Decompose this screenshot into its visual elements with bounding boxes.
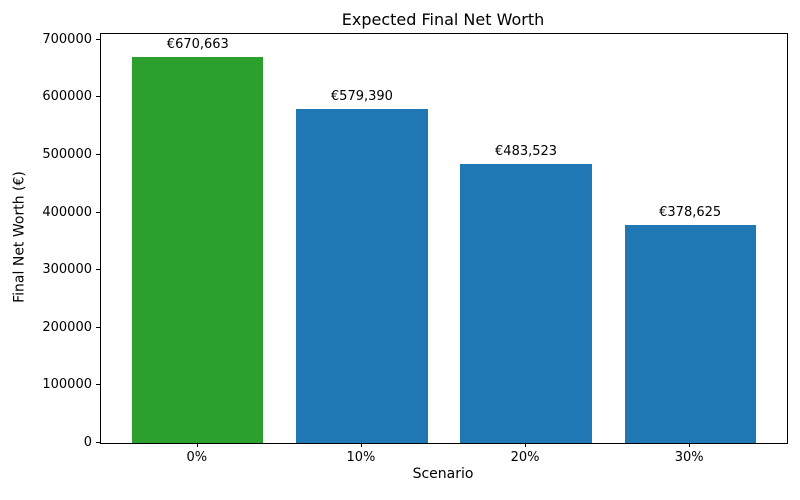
y-tick-label: 100000 [42,377,92,393]
y-tick-mark [96,38,100,40]
x-tick-label-0%: 0% [186,450,208,465]
x-tick-mark [196,443,198,447]
x-tick-mark [360,443,362,447]
y-tick-label: 200000 [42,319,92,335]
y-tick-label: 400000 [42,204,92,220]
y-axis-title: Final Net Worth (€) [11,171,28,303]
bar-20% [460,164,592,443]
bar-0% [132,56,264,443]
y-tick-mark [96,96,100,98]
y-tick-mark [96,442,100,443]
y-tick-mark [96,269,100,271]
y-tick-mark [96,384,100,386]
bar-value-label: €483,523 [495,144,558,160]
plot-area: €670,663 €579,390 €483,523 €378,625 [100,33,788,444]
y-tick-label: 0 [83,435,92,450]
bar-value-label: €378,625 [659,204,722,220]
y-tick-mark [96,153,100,155]
y-tick-mark [96,326,100,328]
chart-title: Expected Final Net Worth [341,10,545,29]
y-tick-label: 700000 [42,31,92,47]
y-tick-mark [96,211,100,213]
x-tick-mark [525,443,527,447]
y-tick-label: 300000 [42,262,92,278]
y-tick-label: 500000 [42,146,92,162]
x-axis-title: Scenario [412,466,474,482]
bar-value-label: €579,390 [330,89,393,105]
bar-value-label: €670,663 [166,36,229,52]
x-tick-label-10%: 10% [346,450,376,465]
y-tick-label: 600000 [42,89,92,105]
x-tick-mark [689,443,691,447]
bar-30% [624,224,756,443]
x-tick-label-20%: 20% [510,450,540,465]
bar-10% [296,109,428,443]
x-tick-label-30%: 30% [674,450,704,465]
